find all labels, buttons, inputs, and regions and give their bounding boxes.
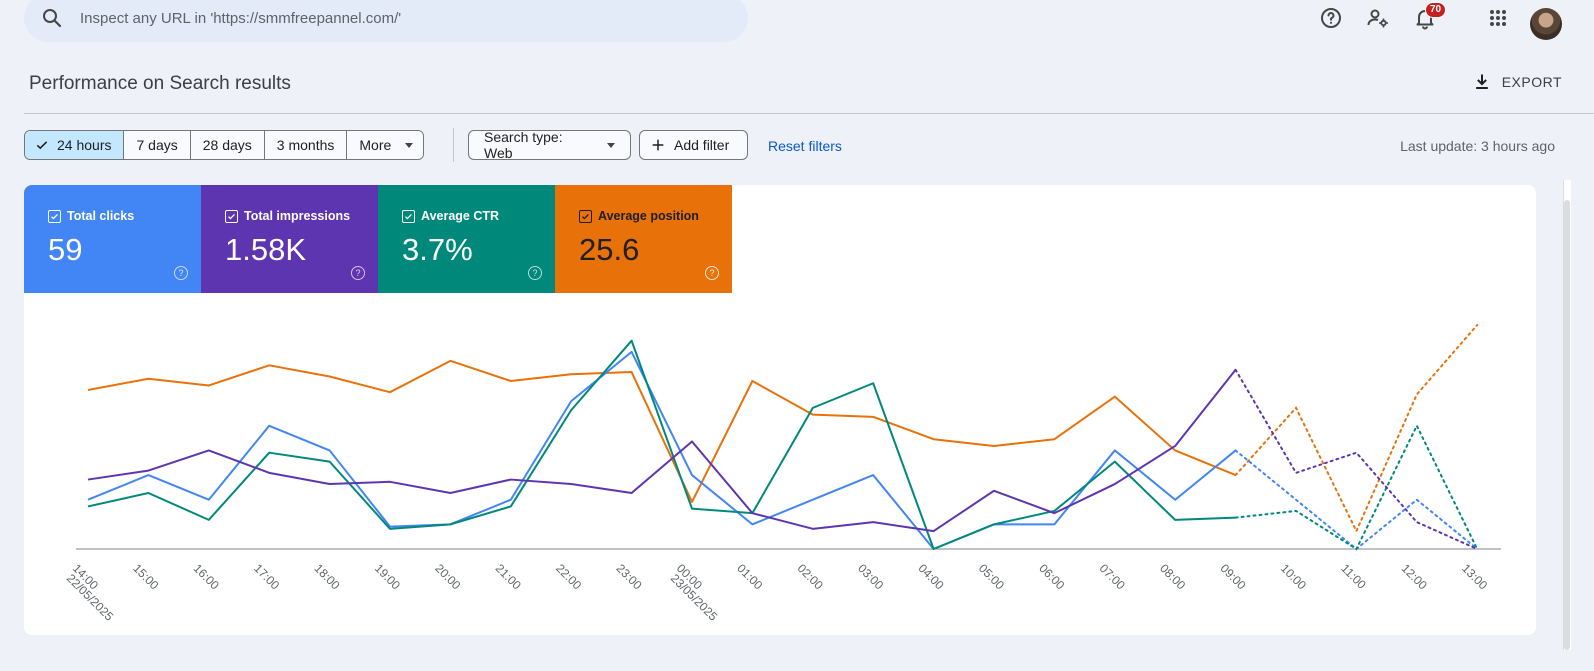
- x-tick-label: 03:00: [855, 561, 886, 592]
- reset-filters-link[interactable]: Reset filters: [768, 138, 842, 154]
- x-tick-label: 06:00: [1036, 561, 1067, 592]
- metric-average-position[interactable]: Average position 25.6 ?: [555, 185, 732, 293]
- search-icon: [43, 9, 62, 28]
- x-tick-label: 11:00: [1338, 561, 1369, 592]
- search-input[interactable]: [80, 9, 680, 27]
- x-tick-label: 23:00: [613, 561, 644, 592]
- x-tick-label: 12:00: [1399, 561, 1430, 592]
- metric-average-ctr[interactable]: Average CTR 3.7% ?: [378, 185, 555, 293]
- search-type-dropdown[interactable]: Search type: Web: [468, 129, 631, 161]
- search-bar[interactable]: [24, 0, 748, 42]
- scrollbar-thumb[interactable]: [1564, 200, 1570, 650]
- x-tick-label: 10:00: [1278, 561, 1309, 592]
- range-3-months[interactable]: 3 months: [264, 131, 348, 159]
- x-tick-label: 01:00: [734, 561, 765, 592]
- x-tick-label: 04:00: [915, 561, 946, 592]
- x-tick-label: 05:00: [976, 561, 1007, 592]
- series-line-1: [87, 350, 1237, 550]
- x-tick-label: 13:00: [1459, 561, 1490, 592]
- range-24-hours[interactable]: 24 hours: [25, 131, 125, 159]
- metric-total-clicks[interactable]: Total clicks 59 ?: [24, 185, 201, 293]
- series-line-projected-0: [1234, 324, 1479, 534]
- series-line-2: [87, 339, 1236, 550]
- checkbox-checked-icon[interactable]: [225, 209, 238, 223]
- checkbox-checked-icon[interactable]: [402, 209, 415, 223]
- x-tick-label: 21:00: [493, 561, 524, 592]
- range-more-dropdown[interactable]: More: [347, 131, 424, 159]
- metric-value: 3.7%: [402, 232, 473, 267]
- x-tick-label: 20:00: [432, 561, 463, 592]
- help-icon[interactable]: ?: [705, 266, 719, 280]
- export-label: EXPORT: [1501, 74, 1562, 90]
- x-tick-label: 07:00: [1097, 561, 1128, 592]
- checkbox-checked-icon[interactable]: [48, 209, 61, 223]
- metric-total-impressions[interactable]: Total impressions 1.58K ?: [201, 185, 378, 293]
- x-tick-label: 02:00: [795, 561, 826, 592]
- help-icon[interactable]: ?: [351, 266, 365, 280]
- checkbox-checked-icon[interactable]: [579, 209, 592, 223]
- series-line-3: [87, 369, 1237, 533]
- x-tick-label: 08:00: [1157, 561, 1188, 592]
- export-button[interactable]: EXPORT: [1472, 72, 1562, 92]
- help-icon[interactable]: ?: [174, 266, 188, 280]
- range-7-days[interactable]: 7 days: [124, 131, 191, 159]
- range-28-days[interactable]: 28 days: [190, 131, 265, 159]
- check-icon: [36, 141, 48, 150]
- x-tick-label: 09:00: [1217, 561, 1248, 592]
- series-line-0: [87, 359, 1236, 503]
- metric-value: 59: [48, 232, 83, 267]
- x-tick-label: 17:00: [251, 561, 282, 592]
- add-filter-button[interactable]: Add filter: [639, 130, 748, 160]
- performance-card: Total clicks 59 ? Total impressions 1.58…: [24, 185, 1536, 635]
- help-icon[interactable]: [1319, 6, 1343, 30]
- apps-grid-icon[interactable]: [1486, 6, 1510, 30]
- download-icon: [1475, 74, 1488, 89]
- chevron-down-icon: [405, 142, 414, 148]
- series-line-projected-2: [1234, 423, 1479, 551]
- metric-value: 25.6: [579, 232, 640, 267]
- manage-users-icon[interactable]: [1366, 6, 1390, 30]
- x-tick-label: 19:00: [372, 561, 403, 592]
- metric-value: 1.58K: [225, 232, 307, 267]
- avatar[interactable]: [1530, 8, 1562, 40]
- plus-icon: [652, 139, 664, 151]
- x-tick-label: 22:00: [553, 561, 584, 592]
- x-tick-label: 16:00: [191, 561, 222, 592]
- notifications-icon[interactable]: 70: [1413, 2, 1447, 30]
- header-divider: [24, 113, 1594, 114]
- chevron-down-icon: [607, 142, 615, 148]
- x-tick-label: 18:00: [311, 561, 342, 592]
- series-line-projected-1: [1234, 449, 1479, 551]
- notification-badge: 70: [1425, 2, 1447, 18]
- x-tick-label: 15:00: [130, 561, 161, 592]
- last-update-text: Last update: 3 hours ago: [1400, 138, 1555, 154]
- filter-separator: [453, 128, 454, 162]
- date-range-selector: 24 hours 7 days 28 days 3 months More: [24, 130, 425, 160]
- help-icon[interactable]: ?: [528, 266, 542, 280]
- series-line-projected-3: [1234, 368, 1479, 550]
- page-title: Performance on Search results: [29, 73, 291, 94]
